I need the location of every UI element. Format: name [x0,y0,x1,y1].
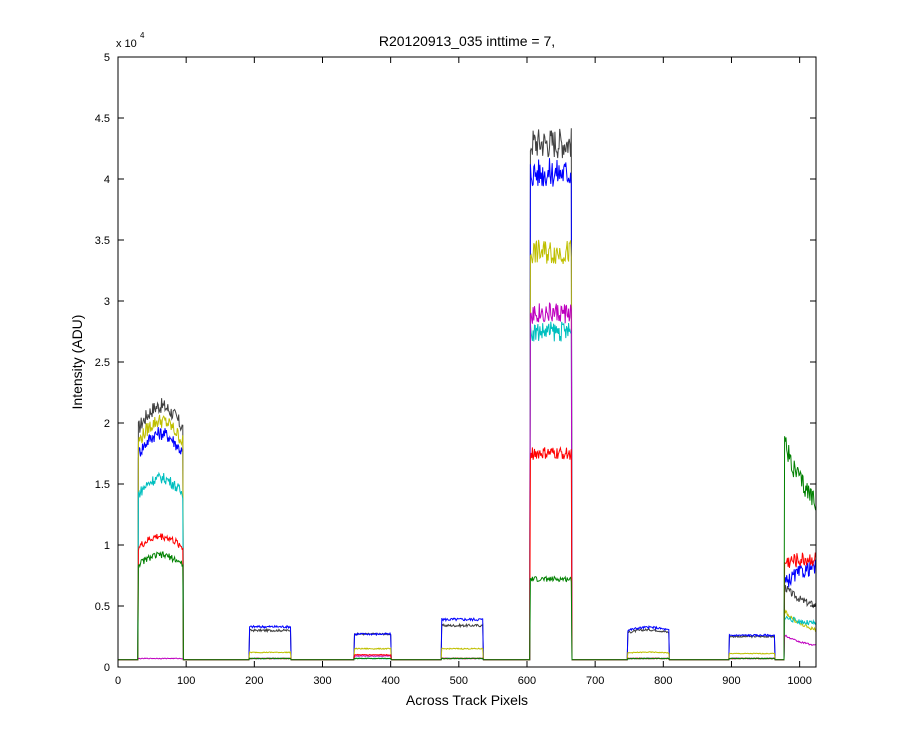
series-layer [118,128,817,661]
y-tick-label: 0 [104,662,110,674]
x-tick-label: 300 [313,675,331,687]
x-tick-label: 800 [654,675,672,687]
series-line-7 [118,436,817,661]
x-tick-label: 1000 [787,675,811,687]
y-tick-label: 1.5 [95,479,110,491]
x-tick-label: 0 [115,675,121,687]
plot-background [118,57,816,667]
x-tick-label: 700 [586,675,604,687]
y-axis-multiplier: x 10 [116,38,137,50]
y-axis-label: Intensity (ADU) [69,315,85,410]
y-tick-label: 4 [104,174,110,186]
y-tick-label: 3 [104,296,110,308]
y-tick-label: 0.5 [95,601,110,613]
y-tick-label: 1 [104,540,110,552]
x-tick-label: 500 [450,675,468,687]
x-tick-label: 200 [245,675,263,687]
y-tick-label: 5 [104,52,110,64]
y-tick-label: 2.5 [95,357,110,369]
ticks-layer: 0 100 200 300 400 500 600 700 800 900 1000 0 0.5 1 1.5… [95,52,816,687]
y-axis-multiplier-exponent: 4 [140,31,145,40]
y-tick-label: 3.5 [95,235,110,247]
x-tick-label: 100 [177,675,195,687]
y-tick-label: 2 [104,418,110,430]
x-axis-label: Across Track Pixels [406,692,528,708]
y-tick-label: 4.5 [95,113,110,125]
plot-area [118,57,816,667]
chart-title: R20120913_035 inttime = 7, [379,33,555,49]
x-tick-label: 600 [518,675,536,687]
x-tick-label: 400 [381,675,399,687]
x-tick-label: 900 [722,675,740,687]
